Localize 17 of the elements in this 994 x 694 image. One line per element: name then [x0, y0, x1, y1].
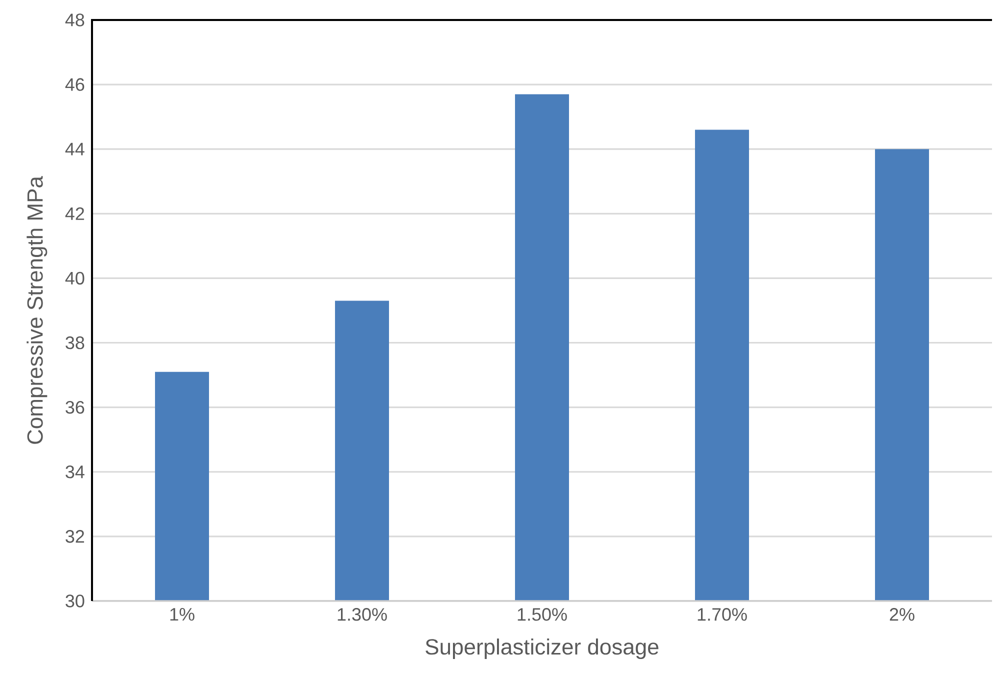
- x-tick-label: 1%: [170, 608, 194, 621]
- y-tick-label: 32: [66, 530, 84, 543]
- y-tick-label: 38: [66, 336, 84, 350]
- y-tick-label: 30: [66, 594, 84, 608]
- x-tick-label: 2%: [890, 608, 914, 621]
- y-axis-title: Compressive Strength MPa: [26, 176, 48, 444]
- y-tick-label: 46: [65, 78, 84, 91]
- x-tick-label: 1.50%: [518, 608, 567, 621]
- y-tick-label: 42: [65, 207, 84, 220]
- y-tick-label: 34: [66, 465, 84, 478]
- y-tick-label: 48: [65, 14, 84, 26]
- x-tick-label: 1.30%: [338, 608, 387, 621]
- x-axis-title: Superplasticizer dosage: [426, 638, 658, 660]
- y-tick-label: 44: [65, 142, 84, 156]
- x-tick-label: 1.70%: [698, 608, 747, 621]
- y-tick-label: 36: [66, 400, 84, 414]
- y-tick-label: 40: [65, 272, 84, 285]
